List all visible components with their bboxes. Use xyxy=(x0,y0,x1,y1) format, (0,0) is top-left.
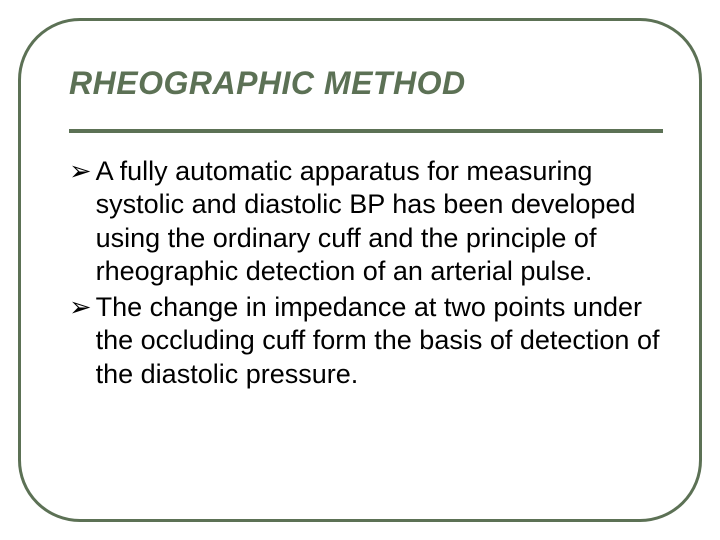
bullet-marker-icon: ➢ xyxy=(69,291,92,324)
title-divider xyxy=(69,129,663,133)
slide-frame: RHEOGRAPHIC METHOD ➢ A fully automatic a… xyxy=(18,18,702,522)
bullet-text: A fully automatic apparatus for measurin… xyxy=(96,155,679,289)
slide-title: RHEOGRAPHIC METHOD xyxy=(69,65,466,102)
bullet-item: ➢ A fully automatic apparatus for measur… xyxy=(69,155,679,289)
slide-body: ➢ A fully automatic apparatus for measur… xyxy=(69,155,679,393)
bullet-item: ➢ The change in impedance at two points … xyxy=(69,291,679,391)
bullet-marker-icon: ➢ xyxy=(69,155,92,188)
bullet-text: The change in impedance at two points un… xyxy=(96,291,679,391)
